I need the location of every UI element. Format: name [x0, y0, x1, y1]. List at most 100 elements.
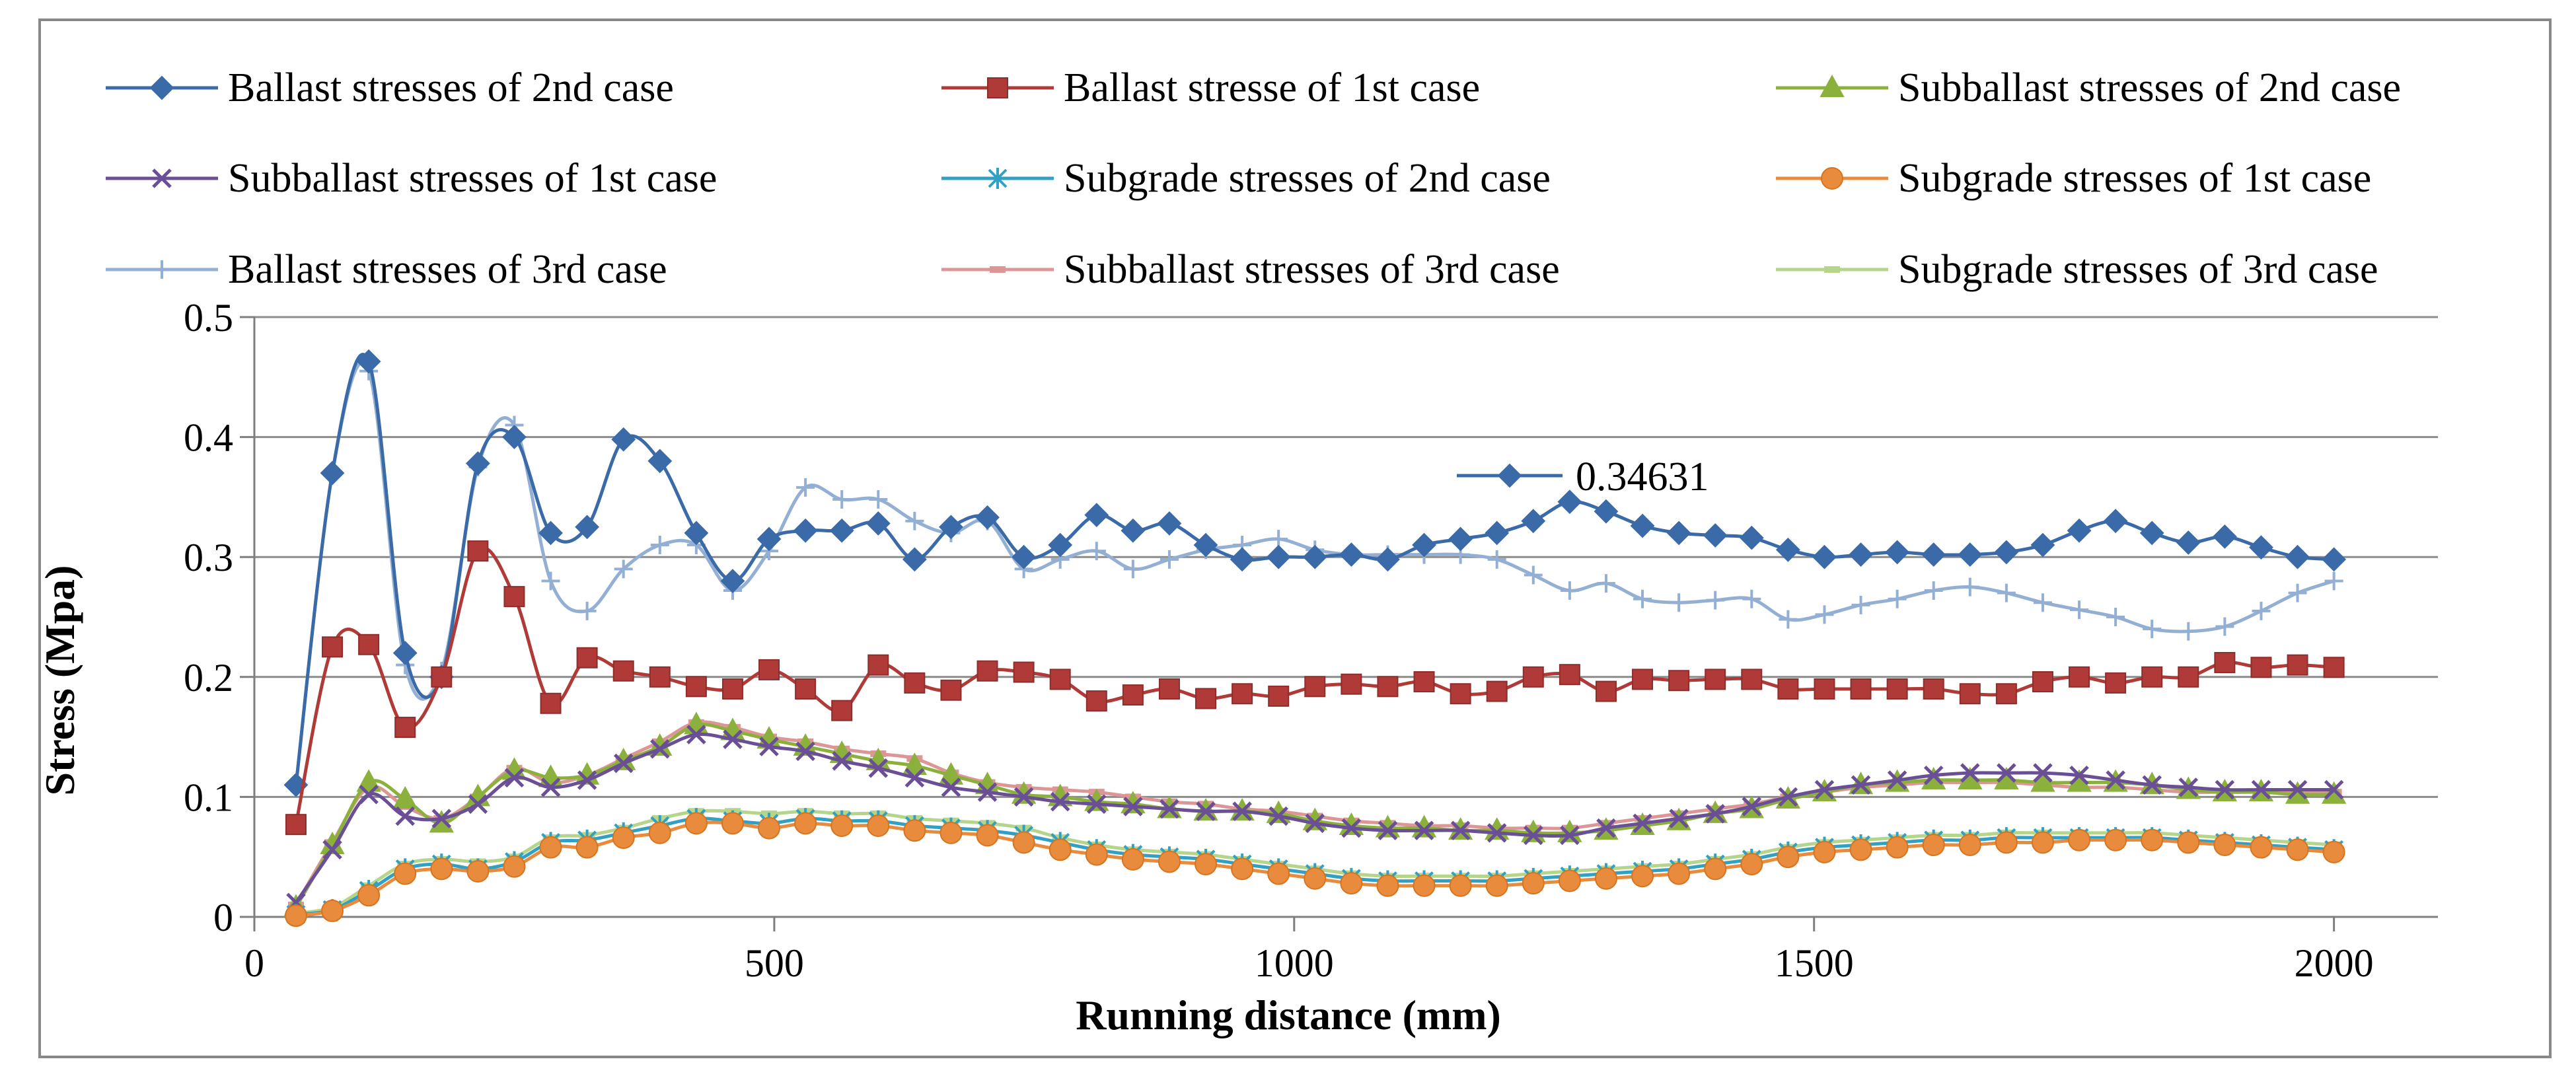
data-point: [1121, 848, 1144, 871]
data-point: [685, 676, 707, 698]
x-axis-title: Running distance (mm): [1076, 992, 1501, 1038]
data-point: [939, 821, 963, 844]
data-point: [539, 836, 562, 859]
data-point: [1341, 673, 1362, 695]
data-point: [1995, 831, 2018, 854]
data-point: [577, 770, 597, 790]
data-point: [1669, 809, 1689, 828]
legend-item: Ballast stresses of 2nd case: [106, 65, 674, 110]
data-point: [1159, 550, 1179, 569]
data-point: [1633, 589, 1652, 608]
data-point: [611, 427, 636, 452]
series-line: [294, 732, 2334, 904]
data-point: [1158, 678, 1180, 700]
data-point: [684, 812, 708, 835]
data-point: [468, 794, 488, 814]
data-point: [1158, 850, 1181, 873]
data-point: [1886, 836, 1909, 859]
data-point: [357, 884, 381, 907]
data-point: [1414, 820, 1434, 841]
data-point: [1049, 838, 1072, 861]
data-point: [614, 560, 633, 579]
data-point: [1631, 865, 1654, 888]
data-point: [356, 349, 381, 374]
data-point: [1630, 513, 1655, 538]
data-point: [2105, 672, 2127, 694]
data-point: [320, 460, 345, 486]
data-point: [1524, 565, 1543, 585]
data-point: [2033, 593, 2052, 612]
data-point: [1340, 872, 1363, 895]
legend-item: Subgrade stresses of 1st case: [1776, 156, 2371, 201]
data-point: [1485, 874, 1508, 897]
data-point: [902, 547, 927, 572]
data-point: [359, 785, 379, 805]
data-point: [2142, 775, 2162, 795]
data-point: [467, 540, 489, 562]
data-point: [1339, 542, 1364, 567]
data-point: [1924, 581, 1943, 600]
data-point: [284, 904, 307, 927]
data-point: [1596, 818, 1616, 838]
data-point: [321, 899, 344, 922]
data-point: [758, 816, 781, 840]
data-point: [720, 569, 745, 593]
series-lines: [283, 349, 2347, 927]
data-point: [796, 478, 815, 497]
data-point: [1049, 669, 1071, 690]
legend-label: Ballast stresses of 3rd case: [228, 247, 667, 292]
series-line: [294, 723, 2334, 908]
data-point: [1594, 499, 1619, 524]
data-point: [2106, 608, 2125, 626]
data-point: [1450, 820, 1471, 841]
data-point: [2143, 620, 2162, 639]
data-point: [756, 526, 782, 552]
data-point: [976, 660, 998, 682]
legend-marker: [990, 266, 1006, 273]
data-point: [1302, 544, 1327, 569]
data-point: [1231, 857, 1254, 881]
data-point: [1812, 544, 1837, 569]
data-point: [322, 636, 344, 658]
legend-label: Subgrade stresses of 2nd case: [1064, 156, 1551, 201]
x-tick-label: 500: [745, 941, 804, 985]
data-point: [1703, 523, 1728, 548]
data-point: [1922, 834, 1945, 857]
data-point: [1888, 589, 1907, 608]
data-point: [1487, 550, 1506, 569]
data-point: [1670, 593, 1689, 612]
data-point: [1341, 818, 1362, 838]
data-point: [940, 679, 962, 701]
data-point: [356, 769, 381, 792]
data-point: [2286, 838, 2309, 861]
data-point: [2031, 831, 2054, 854]
data-point: [1775, 537, 1800, 562]
data-point: [1777, 846, 1800, 869]
data-point: [649, 666, 671, 688]
data-point: [1087, 542, 1106, 561]
data-point: [2250, 836, 2273, 859]
x-tick-label: 0: [244, 941, 264, 985]
data-point: [1086, 690, 1107, 712]
data-point: [1524, 825, 1543, 846]
legend-label: Subgrade stresses of 1st case: [1898, 156, 2371, 201]
data-point: [1230, 547, 1255, 572]
data-point: [938, 762, 964, 785]
data-point: [1485, 521, 1510, 546]
data-point: [1304, 676, 1326, 698]
data-point: [2213, 834, 2236, 857]
data-point: [1521, 509, 1546, 534]
data-point: [2141, 666, 2163, 688]
data-point: [1377, 676, 1399, 698]
legend-item: Subgrade stresses of 2nd case: [941, 156, 1551, 201]
data-point: [431, 666, 453, 688]
data-point: [1196, 801, 1216, 821]
legend-marker: [153, 260, 171, 279]
legend-marker: [1821, 167, 1843, 190]
data-point: [1486, 680, 1508, 702]
data-point: [576, 647, 598, 669]
data-point: [1013, 787, 1034, 807]
series-subballast-stresses-of-1st-case: [286, 725, 2344, 912]
x-tick-labels: 0 500 1000 1500 2000: [244, 941, 2374, 985]
